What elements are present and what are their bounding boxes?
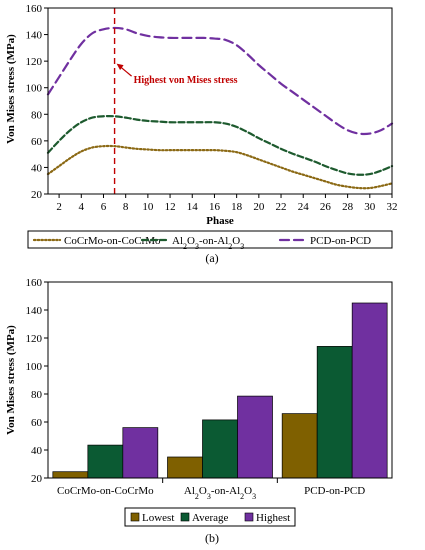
line-chart-legend: CoCrMo-on-CoCrMo Al2O3-on-Al2O3 PCD-on-PCD — [27, 230, 393, 251]
x-tick-label: 32 — [387, 201, 398, 213]
bar-al2o3-highest — [237, 395, 273, 479]
annotation-arrow-head — [116, 63, 124, 71]
x-tick-label: 8 — [123, 201, 129, 213]
line-chart-y-axis-title: Von Mises stress (MPa) — [5, 34, 17, 144]
x-tick-label: 6 — [101, 201, 107, 213]
y-tick-label: 120 — [26, 333, 43, 345]
bar-chart-legend: Lowest Average Highest — [124, 507, 296, 527]
bar-chart-y-axis-title: Von Mises stress (MPa) — [5, 325, 17, 435]
bar-chart-frame — [47, 281, 393, 479]
y-tick-label: 120 — [26, 56, 43, 68]
bar-chart-axes: 20 40 60 80 100 120 140 160 CoCrMo-on-CoCrMo Al2O… — [26, 277, 393, 501]
x-tick-label: 30 — [364, 201, 376, 213]
legend-item-cocrmo-label: CoCrMo-on-CoCrMo — [64, 235, 161, 247]
y-tick-label: 20 — [31, 189, 43, 201]
line-chart-panel: Highest von Mises stress 20 40 60 80 100 120 1… — [5, 3, 398, 265]
y-tick-label: 60 — [31, 136, 43, 148]
x-category-label-pcd: PCD-on-PCD — [304, 485, 365, 497]
bar-chart-panel: 20 40 60 80 100 120 140 160 CoCrMo-on-CoCrMo Al2O… — [5, 277, 393, 545]
y-tick-label: 20 — [31, 473, 43, 485]
panel-label-b: (b) — [205, 531, 219, 545]
line-chart-legend-box — [27, 230, 393, 249]
y-tick-label: 160 — [26, 277, 43, 289]
x-tick-label: 14 — [187, 201, 199, 213]
x-tick-label: 10 — [142, 201, 154, 213]
y-tick-label: 140 — [26, 305, 43, 317]
y-tick-label: 160 — [26, 3, 43, 15]
bar-chart-plot-area — [52, 302, 388, 479]
legend-swatch-average — [180, 512, 190, 522]
bar-cocrmo-average — [87, 444, 124, 479]
bar-chart-legend-box — [124, 507, 296, 527]
legend-label-highest: Highest — [256, 512, 290, 524]
y-tick-label: 40 — [31, 445, 43, 457]
x-tick-label: 4 — [79, 201, 85, 213]
x-category-label-al2o3: Al2O3-on-Al2O3 — [184, 485, 256, 501]
legend-item-pcd-label: PCD-on-PCD — [310, 235, 371, 247]
bar-cocrmo-lowest — [52, 471, 89, 479]
x-tick-label: 16 — [209, 201, 221, 213]
y-tick-label: 100 — [26, 361, 43, 373]
bar-al2o3-average — [202, 419, 238, 479]
annotation-label: Highest von Mises stress — [134, 75, 238, 86]
line-chart-plot-area: Highest von Mises stress — [46, 8, 394, 194]
x-category-label-cocrmo: CoCrMo-on-CoCrMo — [57, 485, 154, 497]
x-tick-label: 26 — [320, 201, 332, 213]
x-tick-label: 18 — [231, 201, 243, 213]
series-line-al2o3 — [46, 115, 394, 176]
series-line-cocrmo — [46, 144, 394, 190]
y-tick-label: 40 — [31, 162, 43, 174]
x-tick-label: 12 — [165, 201, 176, 213]
legend-label-lowest: Lowest — [142, 512, 174, 524]
legend-label-average: Average — [192, 512, 229, 524]
x-tick-label: 22 — [276, 201, 287, 213]
x-tick-label: 2 — [56, 201, 62, 213]
bar-pcd-lowest — [281, 413, 318, 479]
y-tick-label: 80 — [31, 109, 43, 121]
bar-pcd-highest — [351, 302, 388, 479]
legend-item-al2o3-label: Al2O3-on-Al2O3 — [172, 235, 244, 251]
x-tick-label: 20 — [253, 201, 265, 213]
bar-al2o3-lowest — [167, 456, 203, 479]
legend-swatch-lowest — [130, 512, 140, 522]
x-tick-label: 28 — [342, 201, 354, 213]
y-tick-label: 140 — [26, 30, 43, 42]
x-tick-label: 24 — [298, 201, 310, 213]
bar-pcd-average — [316, 346, 353, 479]
line-chart-x-axis-title: Phase — [206, 215, 234, 227]
panel-label-a: (a) — [205, 251, 218, 265]
series-line-pcd — [46, 26, 394, 136]
line-chart-frame — [47, 7, 393, 195]
y-tick-label: 80 — [31, 389, 43, 401]
bar-cocrmo-highest — [122, 427, 159, 479]
y-tick-label: 100 — [26, 83, 43, 95]
legend-swatch-highest — [244, 512, 254, 522]
y-tick-label: 60 — [31, 417, 43, 429]
